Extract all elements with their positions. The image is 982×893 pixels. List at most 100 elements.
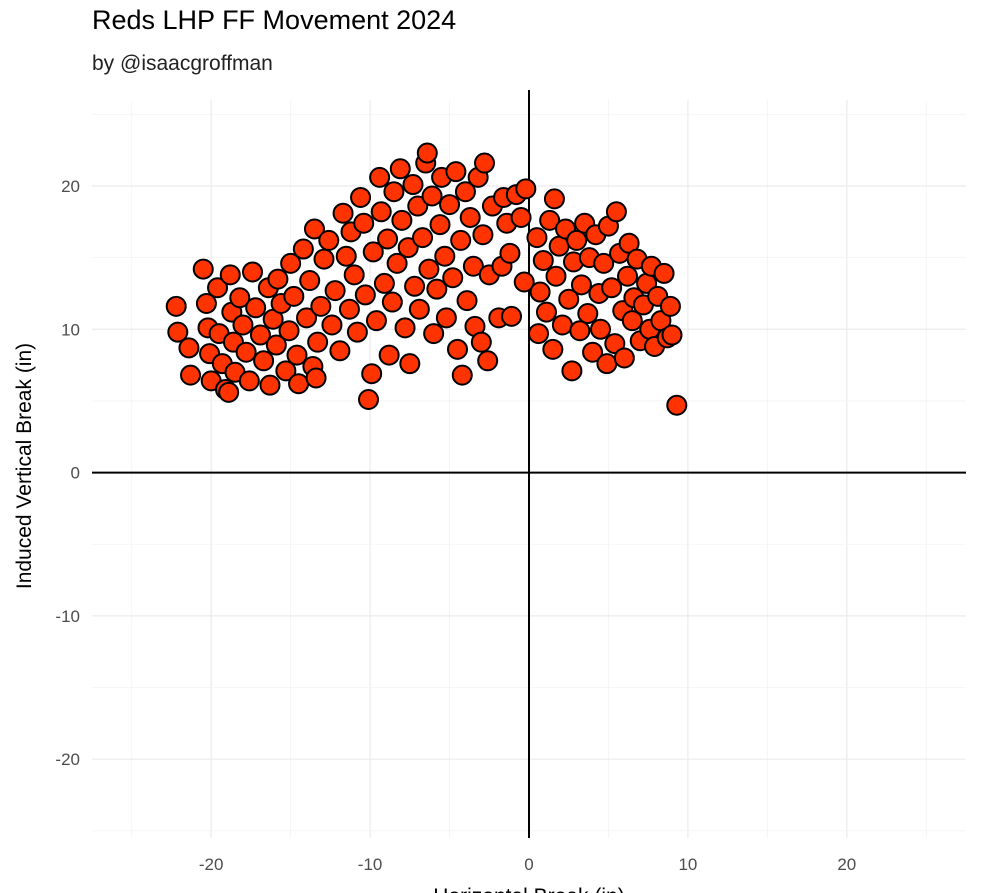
scatter-point bbox=[207, 277, 229, 299]
scatter-point bbox=[499, 242, 521, 264]
scatter-point bbox=[350, 186, 372, 208]
scatter-point bbox=[429, 214, 451, 236]
scatter-point bbox=[358, 388, 380, 410]
scatter-point bbox=[548, 235, 570, 257]
scatter-point bbox=[369, 166, 391, 188]
scatter-point bbox=[446, 338, 468, 360]
x-axis-title: Horizontal Break (in) bbox=[433, 885, 624, 893]
scatter-point bbox=[442, 267, 464, 289]
scatter-point bbox=[394, 317, 416, 339]
scatter-point bbox=[412, 227, 434, 249]
scatter-point bbox=[601, 277, 623, 299]
scatter-point bbox=[383, 181, 405, 203]
scatter-point bbox=[321, 314, 343, 336]
scatter-point bbox=[474, 152, 496, 174]
scatter-point bbox=[238, 370, 260, 392]
scatter-point bbox=[180, 364, 202, 386]
scatter-point bbox=[558, 288, 580, 310]
scatter-point bbox=[566, 229, 588, 251]
scatter-point bbox=[510, 207, 532, 229]
scatter-point bbox=[386, 252, 408, 274]
scatter-point bbox=[529, 281, 551, 303]
scatter-point bbox=[545, 265, 567, 287]
scatter-point bbox=[454, 181, 476, 203]
scatter-point bbox=[362, 241, 384, 263]
scatter-point bbox=[659, 295, 681, 317]
scatter-point bbox=[435, 307, 457, 329]
scatter-point bbox=[299, 270, 321, 292]
scatter-point bbox=[346, 321, 368, 343]
scatter-point bbox=[445, 161, 467, 183]
scatter-point bbox=[501, 305, 523, 327]
scatter-point bbox=[253, 350, 275, 372]
scatter-point bbox=[381, 291, 403, 313]
scatter-point bbox=[378, 344, 400, 366]
scatter-point bbox=[439, 194, 461, 216]
scatter-point bbox=[604, 333, 626, 355]
scatter-point bbox=[249, 324, 271, 346]
y-tick-label: -20 bbox=[55, 750, 80, 769]
scatter-point bbox=[313, 248, 335, 270]
scatter-point bbox=[535, 301, 557, 323]
y-tick-label: -10 bbox=[55, 607, 80, 626]
scatter-point bbox=[477, 350, 499, 372]
scatter-point bbox=[335, 245, 357, 267]
scatter-point bbox=[605, 201, 627, 223]
scatter-point bbox=[462, 255, 484, 277]
scatter-point bbox=[593, 252, 615, 274]
scatter-point bbox=[570, 274, 592, 296]
scatter-point bbox=[343, 264, 365, 286]
scatter-point bbox=[259, 374, 281, 396]
scatter-point bbox=[459, 207, 481, 229]
scatter-point bbox=[621, 310, 643, 332]
chart-subtitle: by @isaacgroffman bbox=[92, 52, 273, 75]
scatter-point bbox=[373, 272, 395, 294]
scatter-point bbox=[391, 209, 413, 231]
scatter-point bbox=[167, 321, 189, 343]
scatter-point bbox=[283, 285, 305, 307]
scatter-point bbox=[370, 201, 392, 223]
scatter-point bbox=[318, 229, 340, 251]
scatter-point bbox=[418, 258, 440, 280]
scatter-point bbox=[235, 341, 257, 363]
scatter-points bbox=[165, 142, 688, 416]
scatter-point bbox=[365, 310, 387, 332]
scatter-point bbox=[456, 290, 478, 312]
scatter-point bbox=[275, 360, 297, 382]
scatter-point bbox=[617, 265, 639, 287]
scatter-point bbox=[582, 341, 604, 363]
scatter-point bbox=[539, 209, 561, 231]
x-tick-label: 0 bbox=[524, 855, 533, 874]
scatter-point bbox=[515, 178, 537, 200]
scatter-point bbox=[280, 252, 302, 274]
scatter-point bbox=[178, 337, 200, 359]
scatter-point bbox=[470, 331, 492, 353]
scatter-point bbox=[165, 295, 187, 317]
scatter-point bbox=[377, 228, 399, 250]
x-tick-label: 20 bbox=[837, 855, 856, 874]
chart-title: Reds LHP FF Movement 2024 bbox=[92, 5, 456, 35]
scatter-point bbox=[434, 245, 456, 267]
scatter-point bbox=[569, 320, 591, 342]
scatter-point bbox=[472, 224, 494, 246]
y-tick-label: 20 bbox=[61, 177, 80, 196]
y-tick-labels: -20 -10 0 10 20 bbox=[55, 177, 80, 769]
x-tick-label: -20 bbox=[199, 855, 224, 874]
scatter-point bbox=[404, 275, 426, 297]
reference-lines bbox=[92, 90, 966, 838]
scatter-point bbox=[232, 314, 254, 336]
scatter-point bbox=[528, 323, 550, 345]
scatter-point bbox=[354, 284, 376, 306]
scatter-point bbox=[310, 295, 332, 317]
scatter-point bbox=[561, 360, 583, 382]
scatter-point bbox=[307, 331, 329, 353]
scatter-point bbox=[426, 278, 448, 300]
y-tick-label: 0 bbox=[71, 464, 80, 483]
y-tick-label: 10 bbox=[61, 320, 80, 339]
scatter-point bbox=[192, 258, 214, 280]
scatter-point bbox=[265, 334, 287, 356]
scatter-point bbox=[408, 298, 430, 320]
scatter-point bbox=[450, 229, 472, 251]
x-tick-label: 10 bbox=[678, 855, 697, 874]
scatter-point bbox=[526, 227, 548, 249]
